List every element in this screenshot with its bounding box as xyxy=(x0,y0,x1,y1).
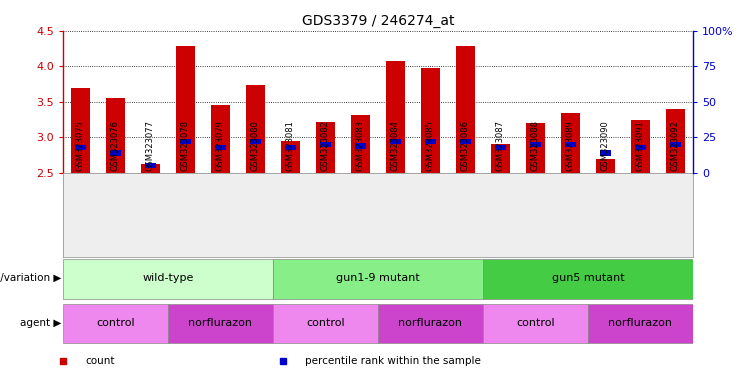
Bar xyxy=(596,159,615,173)
FancyBboxPatch shape xyxy=(588,304,693,343)
Bar xyxy=(635,144,645,150)
Bar xyxy=(71,88,90,173)
Bar xyxy=(281,141,300,173)
Bar xyxy=(631,119,650,173)
Bar xyxy=(565,142,576,147)
Bar xyxy=(390,139,401,144)
Text: control: control xyxy=(96,318,135,328)
Text: norflurazon: norflurazon xyxy=(608,318,672,328)
Bar xyxy=(491,144,510,173)
Text: agent ▶: agent ▶ xyxy=(20,318,62,328)
Text: gun5 mutant: gun5 mutant xyxy=(551,273,624,283)
Text: control: control xyxy=(306,318,345,328)
Bar xyxy=(246,85,265,173)
Bar xyxy=(530,142,541,147)
FancyBboxPatch shape xyxy=(483,304,588,343)
Bar xyxy=(665,109,685,173)
Text: wild-type: wild-type xyxy=(142,273,193,283)
Bar xyxy=(215,144,226,150)
Bar xyxy=(561,113,580,173)
Bar xyxy=(250,139,261,144)
Bar xyxy=(110,150,121,156)
Title: GDS3379 / 246274_at: GDS3379 / 246274_at xyxy=(302,14,454,28)
Text: control: control xyxy=(516,318,555,328)
Text: norflurazon: norflurazon xyxy=(399,318,462,328)
Bar xyxy=(320,142,330,147)
Bar xyxy=(350,114,370,173)
FancyBboxPatch shape xyxy=(483,260,693,299)
Bar xyxy=(425,139,436,144)
FancyBboxPatch shape xyxy=(378,304,483,343)
FancyBboxPatch shape xyxy=(63,304,168,343)
Bar xyxy=(211,104,230,173)
Bar xyxy=(526,123,545,173)
Text: count: count xyxy=(85,356,115,366)
Bar xyxy=(600,150,611,156)
Bar xyxy=(176,46,195,173)
FancyBboxPatch shape xyxy=(168,304,273,343)
Bar xyxy=(180,139,190,144)
Bar xyxy=(495,144,505,150)
Bar xyxy=(386,61,405,173)
Bar xyxy=(460,139,471,144)
FancyBboxPatch shape xyxy=(273,260,483,299)
Text: gun1-9 mutant: gun1-9 mutant xyxy=(336,273,420,283)
Text: genotype/variation ▶: genotype/variation ▶ xyxy=(0,273,62,283)
Bar xyxy=(106,98,125,173)
Bar xyxy=(141,164,160,173)
Bar xyxy=(421,68,440,173)
FancyBboxPatch shape xyxy=(63,260,273,299)
Bar xyxy=(316,122,335,173)
Text: percentile rank within the sample: percentile rank within the sample xyxy=(305,356,482,366)
FancyBboxPatch shape xyxy=(273,304,378,343)
Text: norflurazon: norflurazon xyxy=(188,318,253,328)
Bar xyxy=(670,142,681,147)
Bar xyxy=(75,144,86,150)
Bar xyxy=(355,143,366,149)
Bar xyxy=(145,163,156,169)
Bar xyxy=(285,144,296,150)
Bar xyxy=(456,46,475,173)
